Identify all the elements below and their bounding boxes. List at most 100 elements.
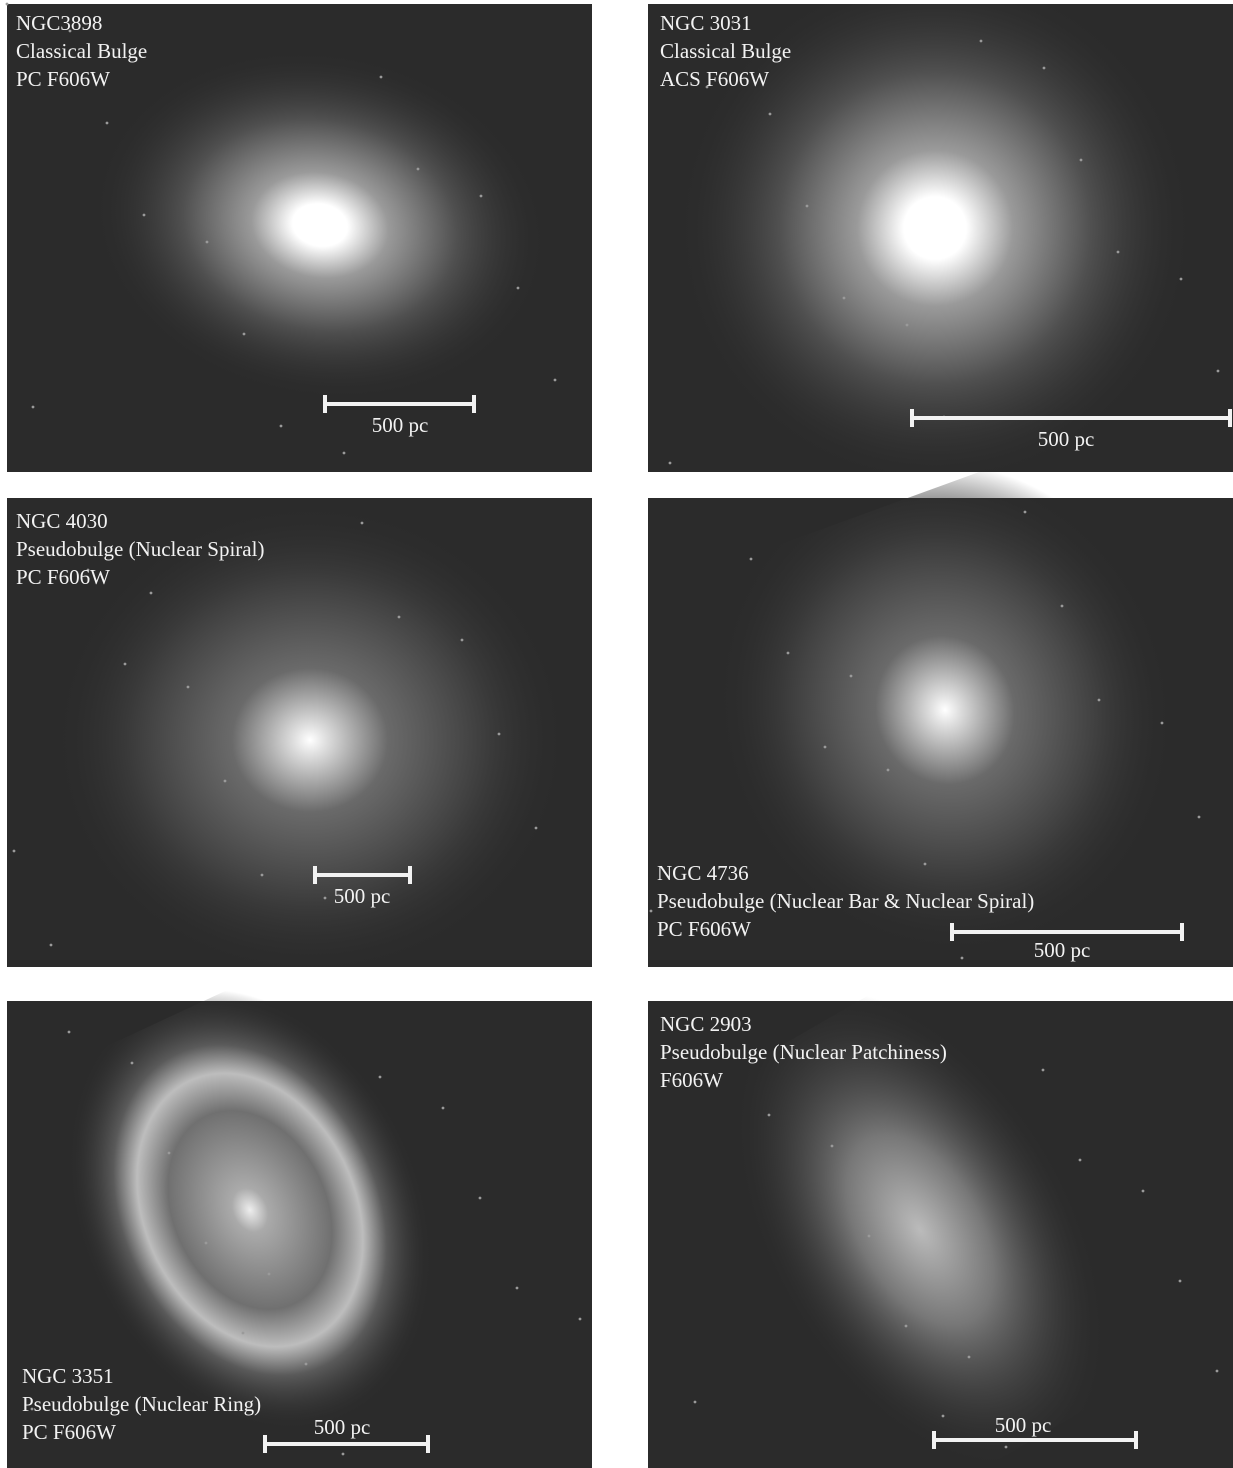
star <box>516 286 520 290</box>
star <box>1160 721 1164 725</box>
star <box>149 591 153 595</box>
panel-label: PC F606W <box>657 917 751 941</box>
star <box>979 39 983 43</box>
star <box>904 1324 908 1328</box>
star <box>31 405 35 409</box>
panel-label: Pseudobulge (Nuclear Patchiness) <box>660 1040 947 1064</box>
scale-label: 500 pc <box>1038 427 1095 451</box>
star <box>397 615 401 619</box>
star <box>130 1061 134 1065</box>
galaxy-glow <box>712 462 1178 958</box>
star <box>849 674 853 678</box>
panel-label: NGC3898 <box>16 11 102 35</box>
star <box>1041 1068 1045 1072</box>
star <box>960 956 964 960</box>
galaxy-panel: NGC 4030 Pseudobulge (Nuclear Spiral) PC F… <box>7 498 592 967</box>
star <box>242 332 246 336</box>
star <box>304 1362 308 1366</box>
star <box>842 296 846 300</box>
star <box>460 638 464 642</box>
star <box>1004 1445 1008 1449</box>
star <box>68 29 72 33</box>
star <box>823 745 827 749</box>
galaxy-panel: NGC3898 Classical Bulge PC F606W 500 pc <box>5 2 592 472</box>
star <box>30 1407 34 1411</box>
scale-label: 500 pc <box>995 1413 1052 1437</box>
star <box>204 1241 208 1245</box>
star <box>1179 277 1183 281</box>
panel-label: Pseudobulge (Nuclear Bar & Nuclear Spira… <box>657 889 1034 913</box>
star <box>478 1196 482 1200</box>
star <box>515 1286 519 1290</box>
star <box>5 2 9 6</box>
star <box>360 521 364 525</box>
star <box>497 732 501 736</box>
star <box>1079 158 1083 162</box>
star <box>441 1106 445 1110</box>
star <box>967 1355 971 1359</box>
star <box>768 112 772 116</box>
star <box>1141 1189 1145 1193</box>
star <box>830 1144 834 1148</box>
star <box>341 1452 345 1456</box>
scale-label: 500 pc <box>314 1415 371 1439</box>
panel-label: NGC 2903 <box>660 1012 752 1036</box>
star <box>67 1030 71 1034</box>
star <box>668 461 672 465</box>
star <box>730 1023 734 1027</box>
star <box>1216 369 1220 373</box>
star <box>886 768 890 772</box>
panel-label: ACS F606W <box>660 67 769 91</box>
panel-label: NGC 3351 <box>22 1364 114 1388</box>
star <box>1215 1369 1219 1373</box>
star <box>1097 698 1101 702</box>
star <box>941 1414 945 1418</box>
star <box>712 932 716 936</box>
star <box>805 204 809 208</box>
panel-label: NGC 3031 <box>660 11 752 35</box>
star <box>279 424 283 428</box>
panel-label: PC F606W <box>16 565 110 589</box>
star <box>1178 1279 1182 1283</box>
panel-label: PC F606W <box>22 1420 116 1444</box>
galaxy-glow <box>675 4 1195 472</box>
star <box>416 167 420 171</box>
star <box>241 1331 245 1335</box>
panel-label: F606W <box>660 1068 723 1092</box>
panel-label: Classical Bulge <box>660 39 791 63</box>
star <box>123 662 127 666</box>
star <box>49 943 53 947</box>
galaxy-glow <box>91 48 549 402</box>
star <box>534 826 538 830</box>
star <box>731 20 735 24</box>
star <box>479 194 483 198</box>
star <box>767 1113 771 1117</box>
panel-label: Pseudobulge (Nuclear Spiral) <box>16 537 264 561</box>
star <box>86 568 90 572</box>
galaxy-panel: NGC 4736 Pseudobulge (Nuclear Bar & Nucle… <box>648 462 1233 967</box>
galaxy-panel: NGC 3031 Classical Bulge ACS F606W 500 pc <box>648 4 1233 472</box>
panel-label: Pseudobulge (Nuclear Ring) <box>22 1392 261 1416</box>
panel-label: NGC 4736 <box>657 861 749 885</box>
star <box>705 85 709 89</box>
star <box>578 1317 582 1321</box>
star <box>205 240 209 244</box>
scale-label: 500 pc <box>1034 938 1091 962</box>
scale-label: 500 pc <box>372 413 429 437</box>
galaxy-glow <box>736 992 1104 1468</box>
star <box>649 909 653 913</box>
star <box>379 75 383 79</box>
star <box>223 779 227 783</box>
star <box>342 451 346 455</box>
galaxy-panel: NGC 3351 Pseudobulge (Nuclear Ring) PC F60… <box>7 989 592 1468</box>
galaxy-glow <box>67 989 433 1431</box>
star <box>1060 604 1064 608</box>
panel-label: NGC 4030 <box>16 509 108 533</box>
star <box>260 873 264 877</box>
galaxy-panel: NGC 2903 Pseudobulge (Nuclear Patchiness)… <box>648 992 1233 1468</box>
panel-label: PC F606W <box>16 67 110 91</box>
star <box>142 213 146 217</box>
star <box>267 1272 271 1276</box>
star <box>923 862 927 866</box>
